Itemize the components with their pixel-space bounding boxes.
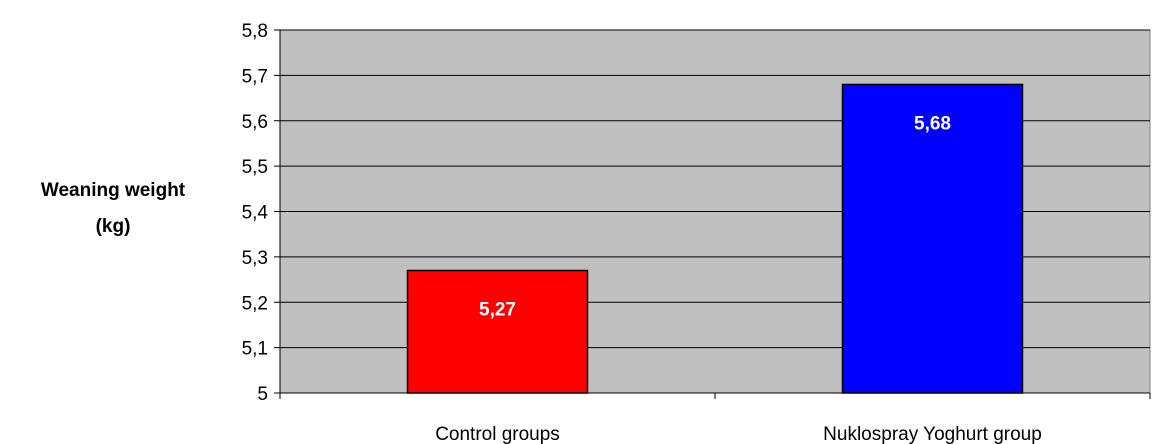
x-category-label: Nuklospray Yoghurt group [823,424,1042,444]
x-category-label: Control groups [435,424,560,444]
y-tick-label: 5 [257,384,268,405]
y-tick-label: 5,7 [242,66,268,87]
y-axis-title-line-1: Weaning weight [41,180,186,201]
data-label: 5,68 [914,113,951,134]
bar [406,269,589,394]
data-label: 5,27 [479,299,516,320]
data-labels: 5,27 5,68 [479,113,951,320]
y-tick-label: 5,2 [242,293,268,314]
bar [841,83,1024,394]
y-tick-label: 5,3 [242,248,268,269]
y-tick-label: 5,8 [242,21,268,42]
y-tick-label: 5,1 [242,339,268,360]
x-categories: Control groups Nuklospray Yoghurt group [279,393,1151,444]
y-tick-label: 5,4 [242,203,269,224]
y-tick-label: 5,5 [242,157,268,178]
bars [406,83,1024,394]
y-axis-title-line-2: (kg) [96,216,131,237]
y-tick-label: 5,6 [242,112,268,133]
y-ticks: 5 5,1 5,2 5,3 5,4 5,5 5,6 5,7 5,8 [242,21,280,405]
